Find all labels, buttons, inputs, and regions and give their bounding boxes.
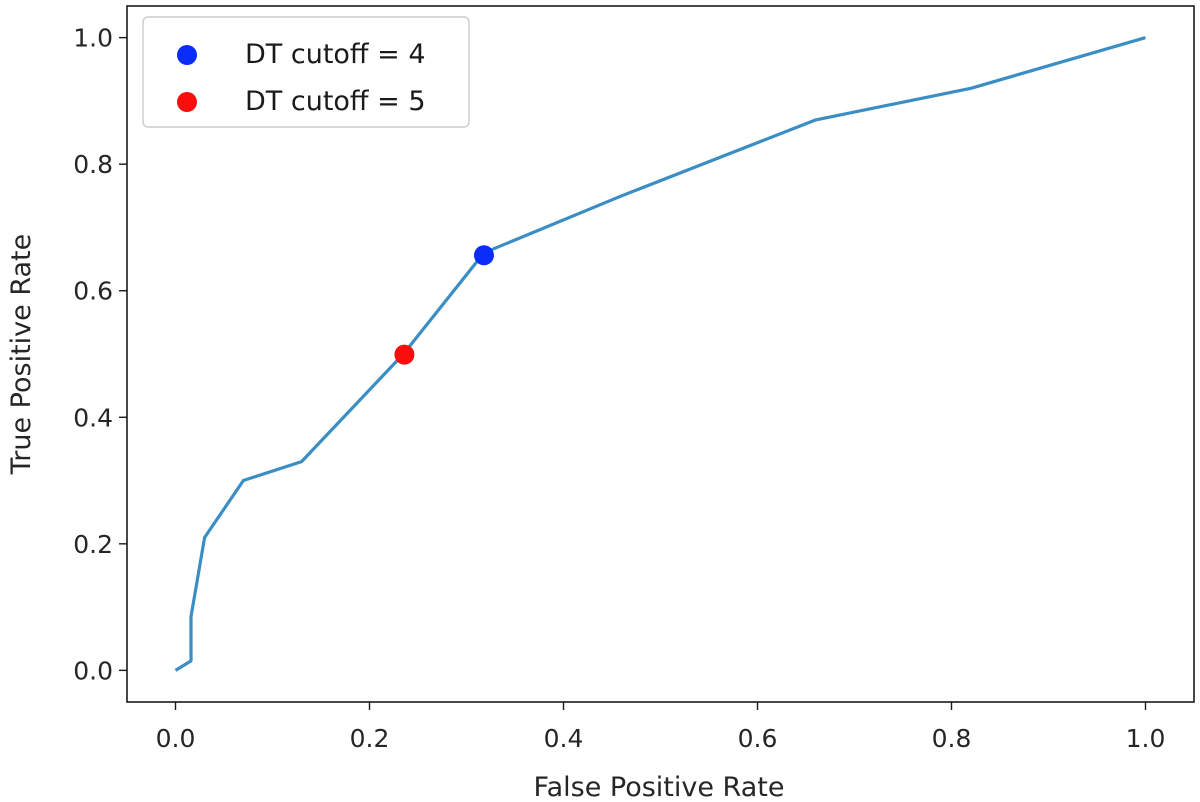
- x-axis-ticks: 0.0 0.2 0.4 0.6 0.8 1.0: [156, 702, 1166, 753]
- y-tick-label: 1.0: [73, 24, 113, 53]
- plot-frame: [126, 5, 1195, 703]
- y-tick-label: 0.4: [73, 403, 113, 432]
- legend-label-dt-cutoff-5: DT cutoff = 5: [245, 86, 426, 117]
- x-tick-label: 0.4: [544, 724, 584, 753]
- series-line-layer: [174, 36, 1146, 672]
- scatter-point-layer: [394, 245, 494, 365]
- y-axis-label: True Positive Rate: [6, 234, 37, 476]
- x-tick-label: 1.0: [1126, 724, 1166, 753]
- legend-marker-dt-cutoff-4: [177, 45, 197, 65]
- y-axis-ticks: 0.0 0.2 0.4 0.6 0.8 1.0: [73, 24, 127, 685]
- x-tick-label: 0.8: [932, 724, 972, 753]
- legend-box: [142, 16, 470, 128]
- y-tick-label: 0.2: [73, 530, 113, 559]
- x-tick-label: 0.6: [738, 724, 778, 753]
- legend-label-dt-cutoff-4: DT cutoff = 4: [245, 39, 426, 70]
- y-tick-label: 0.0: [73, 656, 113, 685]
- x-tick-label: 0.0: [156, 724, 196, 753]
- x-axis-label: False Positive Rate: [534, 772, 785, 802]
- y-tick-label: 0.6: [73, 277, 113, 306]
- scatter-point-series-1: [473, 245, 494, 266]
- y-tick-label: 0.8: [73, 150, 113, 179]
- x-tick-label: 0.2: [350, 724, 390, 753]
- roc-curve-line: [174, 36, 1146, 672]
- legend-marker-dt-cutoff-5: [177, 92, 197, 112]
- legend: DT cutoff = 4 DT cutoff = 5: [142, 16, 470, 128]
- scatter-point-series-2: [394, 344, 415, 365]
